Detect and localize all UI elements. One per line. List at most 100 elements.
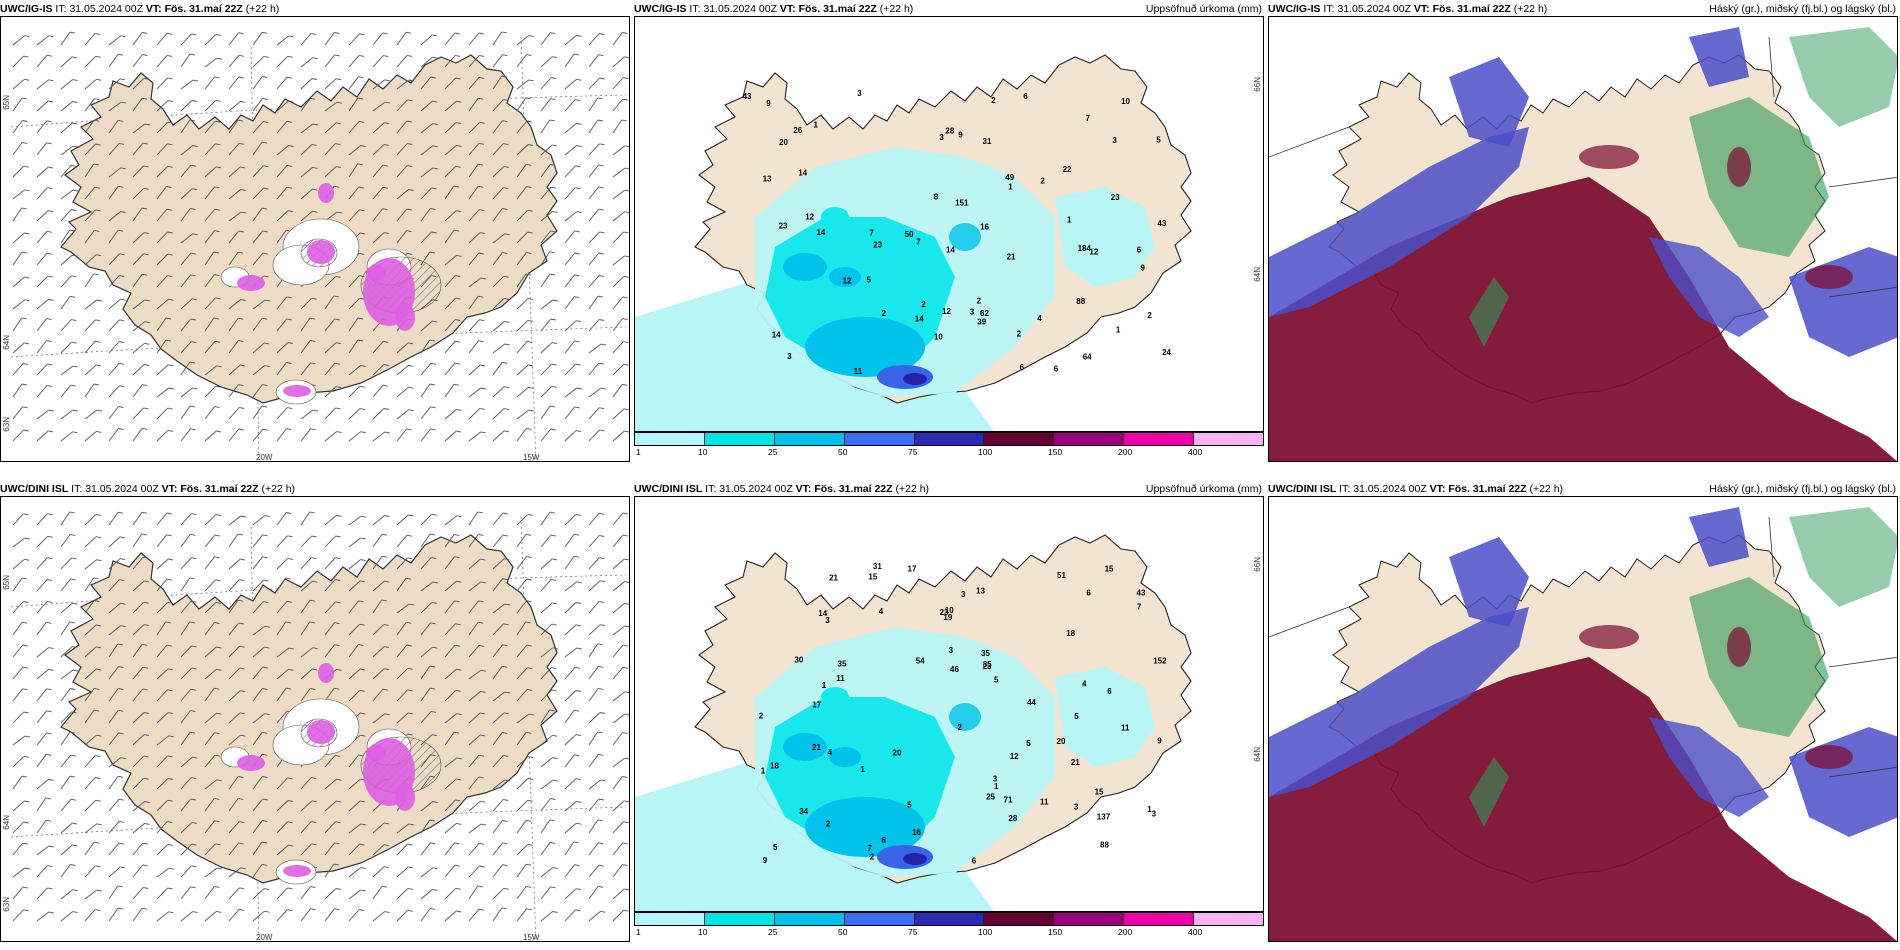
precip-value: 9	[763, 856, 768, 865]
precip-value: 11	[1040, 798, 1049, 807]
precip-value: 20	[1057, 737, 1066, 746]
precip-value: 1	[1116, 325, 1121, 334]
colorbar-tick: 75	[908, 447, 918, 457]
precip-value: 12	[1010, 752, 1019, 761]
precip-value: 1	[814, 121, 819, 130]
precip-value: 4	[1082, 680, 1087, 689]
precip-value: 15	[1105, 565, 1114, 574]
lead-time: (+22 h)	[895, 483, 930, 495]
panel-wind-dini-isl: UWC/DINI ISL IT: 31.05.2024 00Z VT: Fös.…	[0, 480, 630, 942]
precip-value: 23	[1111, 193, 1120, 202]
model-name: UWC/DINI ISL	[0, 483, 69, 495]
precip-colorbar	[634, 912, 1264, 926]
precip-value: 15	[868, 572, 877, 581]
product-title: Uppsöfnuð úrkoma (mm)	[1145, 3, 1262, 15]
precip-value: 64	[1083, 353, 1092, 362]
precip-value: 5	[1074, 712, 1079, 721]
latitude-label: 64N	[2, 815, 11, 830]
precip-value: 1	[1147, 805, 1152, 814]
longitude-label: 20W	[256, 933, 273, 942]
precip-value: 1	[1067, 215, 1072, 224]
colorbar-ticks: 1 10 25 50 75 100 150 200 400	[634, 927, 1264, 939]
colorbar-tick: 150	[1048, 927, 1063, 937]
init-time: 31.05.2024 00Z	[1353, 483, 1427, 495]
model-name: UWC/IG-IS	[1268, 3, 1321, 15]
latitude-label: 63N	[2, 417, 11, 432]
colorbar-tick: 200	[1118, 927, 1133, 937]
precip-value: 24	[1162, 348, 1171, 357]
precip-value: 23	[940, 608, 949, 617]
precip-value: 10	[945, 606, 954, 615]
panel-header: UWC/IG-IS IT: 31.05.2024 00Z VT: Fös. 31…	[1268, 0, 1898, 18]
precip-value: 28	[945, 126, 954, 135]
precip-value: 11	[854, 367, 863, 376]
precip-value: 18	[770, 762, 779, 771]
colorbar-tick: 75	[908, 927, 918, 937]
precip-value: 14	[798, 169, 807, 178]
latitude-label: 65N	[2, 575, 11, 590]
precip-value: 9	[958, 131, 963, 140]
precip-value: 6	[1020, 363, 1025, 372]
latitude-label: 65N	[2, 95, 11, 110]
precip-value: 14	[816, 228, 825, 237]
colorbar-cell	[1124, 433, 1195, 445]
precip-value: 6	[1107, 687, 1112, 696]
colorbar-tick: 400	[1188, 927, 1203, 937]
precip-value: 62	[980, 309, 989, 318]
precip-value: 21	[812, 743, 821, 752]
precip-value: 16	[912, 828, 921, 837]
colorbar-tick: 10	[698, 927, 708, 937]
precip-value: 31	[873, 562, 882, 571]
precip-map: 1 2 3 2 3 3 5 5 4 17 17 28 13 6 5 10 4 3 2 9 5 9 6 3 4 3 7 6 6 18 31 21…	[634, 496, 1264, 912]
precip-value: 13	[976, 587, 985, 596]
panel-wind-ig-is: UWC/IG-IS IT: 31.05.2024 00Z VT: Fös. 31…	[0, 0, 630, 462]
precip-value: 23	[873, 241, 882, 250]
panel-header: UWC/IG-IS IT: 31.05.2024 00Z VT: Fös. 31…	[634, 0, 1264, 18]
precip-value: 1	[822, 681, 827, 690]
colorbar-tick: 400	[1188, 447, 1203, 457]
precip-value: 16	[980, 223, 989, 232]
precip-value: 1	[761, 766, 766, 775]
precip-value: 6	[882, 836, 887, 845]
precip-value: 39	[977, 318, 986, 327]
it-label: IT:	[689, 3, 701, 15]
init-time: 31.05.2024 00Z	[1337, 3, 1411, 15]
precip-value: 25	[986, 793, 995, 802]
precip-value: 43	[1157, 219, 1166, 228]
vt-label: VT:	[795, 483, 812, 495]
precip-value: 23	[983, 662, 992, 671]
precip-value: 11	[836, 674, 845, 683]
precip-value: 4	[879, 607, 884, 616]
precip-value: 6	[1086, 588, 1091, 597]
it-label: IT:	[1323, 3, 1335, 15]
product-title: Uppsöfnuð úrkoma (mm)	[1145, 483, 1262, 495]
it-label: IT:	[1339, 483, 1351, 495]
colorbar-cell	[704, 433, 775, 445]
panel-cloud-ig-is: UWC/IG-IS IT: 31.05.2024 00Z VT: Fös. 31…	[1268, 0, 1898, 462]
precip-value: 28	[1008, 814, 1017, 823]
precip-value: 3	[939, 133, 944, 142]
it-label: IT:	[55, 3, 67, 15]
precip-value: 2	[870, 852, 875, 861]
precip-value: 2	[759, 711, 764, 720]
lead-time: (+22 h)	[261, 483, 296, 495]
colorbar-tick: 1	[636, 447, 641, 457]
precip-value: 26	[793, 126, 802, 135]
precip-value: 21	[1071, 758, 1080, 767]
panel-header: UWC/DINI ISL IT: 31.05.2024 00Z VT: Fös.…	[0, 480, 630, 498]
precip-value: 3	[1112, 136, 1117, 145]
vt-label: VT:	[161, 483, 178, 495]
colorbar-tick: 50	[838, 927, 848, 937]
colorbar-tick: 10	[698, 447, 708, 457]
precip-value: 6	[972, 856, 977, 865]
precip-value: 6	[1054, 364, 1059, 373]
vt-label: VT:	[1429, 483, 1446, 495]
precip-value: 35	[981, 649, 990, 658]
precip-value: 51	[1057, 571, 1066, 580]
precip-value: 20	[779, 138, 788, 147]
latitude-label: 66N	[1253, 77, 1262, 92]
precip-value: 3	[857, 89, 862, 98]
valid-time: Fös. 31.maí 22Z	[814, 483, 893, 495]
colorbar-cell	[635, 433, 705, 445]
precip-value: 6	[1137, 245, 1142, 254]
